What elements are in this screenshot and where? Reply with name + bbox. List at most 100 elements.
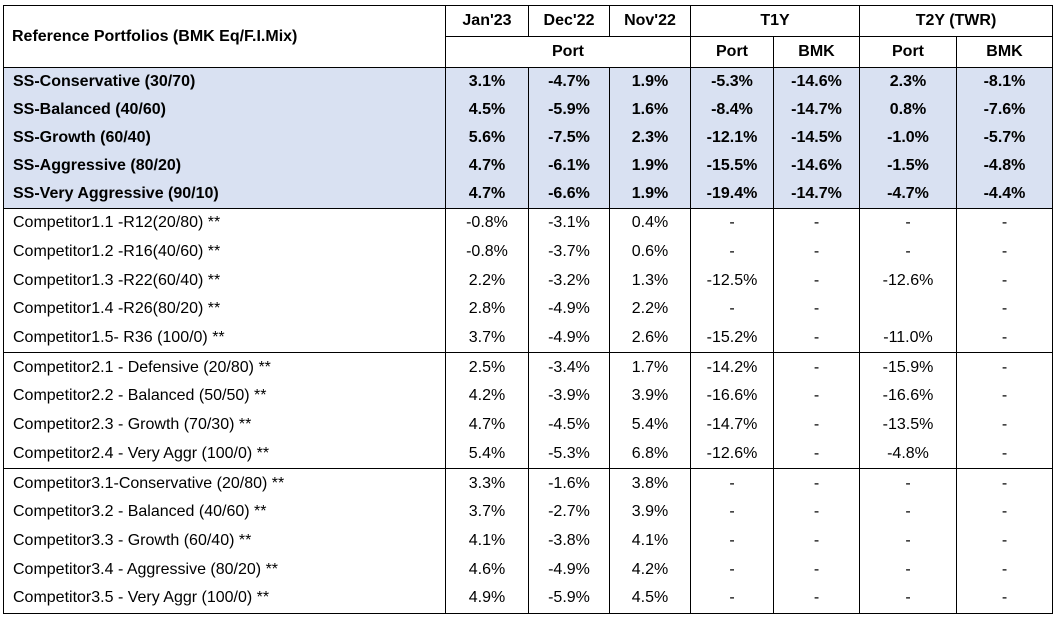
return-cell: -7.6% <box>956 96 1053 124</box>
table-row: Competitor2.4 - Very Aggr (100/0) ** 5.4%… <box>3 439 1053 470</box>
table-row: SS-Very Aggressive (90/10) 4.7% -6.6% 1.9% -… <box>3 180 1053 209</box>
col-t1y-port: Port <box>690 36 774 68</box>
return-cell: 0.6% <box>609 237 691 267</box>
portfolio-name: Competitor3.3 - Growth (60/40) ** <box>3 526 446 556</box>
return-cell: -5.3% <box>528 439 610 470</box>
return-cell: -5.9% <box>528 583 610 614</box>
table-row: Competitor3.2 - Balanced (40/60) ** 3.7% -… <box>3 497 1053 527</box>
table-row: Competitor3.4 - Aggressive (80/20) ** 4.6… <box>3 555 1053 584</box>
return-cell: 3.8% <box>609 468 691 498</box>
return-cell: -6.1% <box>528 152 610 180</box>
return-cell: -4.9% <box>528 323 610 354</box>
table-row: Competitor2.1 - Defensive (20/80) ** 2.5%… <box>3 352 1053 383</box>
return-cell: - <box>859 207 957 238</box>
return-cell: 0.8% <box>859 96 957 124</box>
table-row: Competitor1.4 -R26(80/20) ** 2.8% -4.9% 2.2… <box>3 295 1053 324</box>
table-row: Competitor2.2 - Balanced (50/50) ** 4.2% -… <box>3 382 1053 411</box>
portfolio-name: Competitor1.5- R36 (100/0) ** <box>3 323 446 354</box>
return-cell: - <box>956 207 1053 238</box>
return-cell: -4.9% <box>528 555 610 584</box>
return-cell: 4.5% <box>445 96 529 124</box>
return-cell: - <box>773 207 860 238</box>
return-cell: 6.8% <box>609 439 691 470</box>
return-cell: - <box>956 382 1053 411</box>
return-cell: -3.2% <box>528 266 610 296</box>
return-cell: 2.5% <box>445 352 529 383</box>
portfolio-name: Competitor1.3 -R22(60/40) ** <box>3 266 446 296</box>
return-cell: -16.6% <box>859 382 957 411</box>
return-cell: -4.9% <box>528 295 610 324</box>
return-cell: -15.9% <box>859 352 957 383</box>
return-cell: 2.2% <box>609 295 691 324</box>
return-cell: 0.4% <box>609 207 691 238</box>
return-cell: -14.6% <box>773 67 860 96</box>
return-cell: -4.8% <box>859 439 957 470</box>
return-cell: - <box>859 583 957 614</box>
return-cell: - <box>956 526 1053 556</box>
return-cell: - <box>859 555 957 584</box>
return-cell: 4.1% <box>445 526 529 556</box>
return-cell: -2.7% <box>528 497 610 527</box>
return-cell: 3.9% <box>609 497 691 527</box>
table-row: Competitor1.5- R36 (100/0) ** 3.7% -4.9% 2.… <box>3 323 1053 354</box>
return-cell: -7.5% <box>528 124 610 152</box>
return-cell: - <box>956 583 1053 614</box>
return-cell: -14.6% <box>773 152 860 180</box>
return-cell: 2.3% <box>609 124 691 152</box>
return-cell: -3.4% <box>528 352 610 383</box>
return-cell: -5.9% <box>528 96 610 124</box>
return-cell: -14.5% <box>773 124 860 152</box>
return-cell: - <box>956 266 1053 296</box>
table-title: Reference Portfolios (BMK Eq/F.I.Mix) <box>3 5 446 68</box>
return-cell: - <box>956 295 1053 324</box>
table-row: Competitor1.1 -R12(20/80) ** -0.8% -3.1% 0.… <box>3 207 1053 238</box>
return-cell: - <box>690 295 774 324</box>
col-month-2: Dec'22 <box>528 5 610 37</box>
return-cell: -16.6% <box>690 382 774 411</box>
return-cell: - <box>773 497 860 527</box>
return-cell: -12.5% <box>690 266 774 296</box>
return-cell: 3.9% <box>609 382 691 411</box>
table-row: SS-Growth (60/40) 5.6% -7.5% 2.3% -12.1% -14.… <box>3 124 1053 152</box>
return-cell: - <box>773 323 860 354</box>
return-cell: -8.4% <box>690 96 774 124</box>
return-cell: -1.5% <box>859 152 957 180</box>
return-cell: - <box>956 323 1053 354</box>
return-cell: - <box>690 555 774 584</box>
return-cell: -3.9% <box>528 382 610 411</box>
return-cell: -11.0% <box>859 323 957 354</box>
return-cell: -3.1% <box>528 207 610 238</box>
table-row: SS-Balanced (40/60) 4.5% -5.9% 1.6% -8.4% -14… <box>3 96 1053 124</box>
return-cell: - <box>690 207 774 238</box>
table-row: Competitor1.2 -R16(40/60) ** -0.8% -3.7% 0.… <box>3 237 1053 267</box>
return-cell: - <box>956 410 1053 440</box>
table-row: Competitor3.5 - Very Aggr (100/0) ** 4.9%… <box>3 583 1053 614</box>
portfolio-name: SS-Balanced (40/60) <box>3 96 446 124</box>
portfolio-name: Competitor2.1 - Defensive (20/80) ** <box>3 352 446 383</box>
return-cell: 4.7% <box>445 152 529 180</box>
portfolio-name: Competitor1.4 -R26(80/20) ** <box>3 295 446 324</box>
return-cell <box>859 295 957 324</box>
return-cell: - <box>690 468 774 498</box>
return-cell: 4.7% <box>445 410 529 440</box>
return-cell: -4.7% <box>859 180 957 209</box>
return-cell: 3.7% <box>445 323 529 354</box>
portfolio-name: Competitor2.2 - Balanced (50/50) ** <box>3 382 446 411</box>
return-cell: 4.9% <box>445 583 529 614</box>
return-cell: - <box>859 526 957 556</box>
return-cell: - <box>956 468 1053 498</box>
return-cell: 1.9% <box>609 180 691 209</box>
return-cell: -12.6% <box>859 266 957 296</box>
col-month-1: Jan'23 <box>445 5 529 37</box>
return-cell: 4.2% <box>445 382 529 411</box>
return-cell: - <box>956 237 1053 267</box>
return-cell: -14.7% <box>773 96 860 124</box>
return-cell: -0.8% <box>445 207 529 238</box>
return-cell: -15.5% <box>690 152 774 180</box>
return-cell: - <box>773 295 860 324</box>
col-t2y-bmk: BMK <box>956 36 1053 68</box>
return-cell: 4.7% <box>445 180 529 209</box>
return-cell: -4.5% <box>528 410 610 440</box>
table-body: SS-Conservative (30/70) 3.1% -4.7% 1.9% -5.3… <box>3 67 1053 614</box>
return-cell: -0.8% <box>445 237 529 267</box>
